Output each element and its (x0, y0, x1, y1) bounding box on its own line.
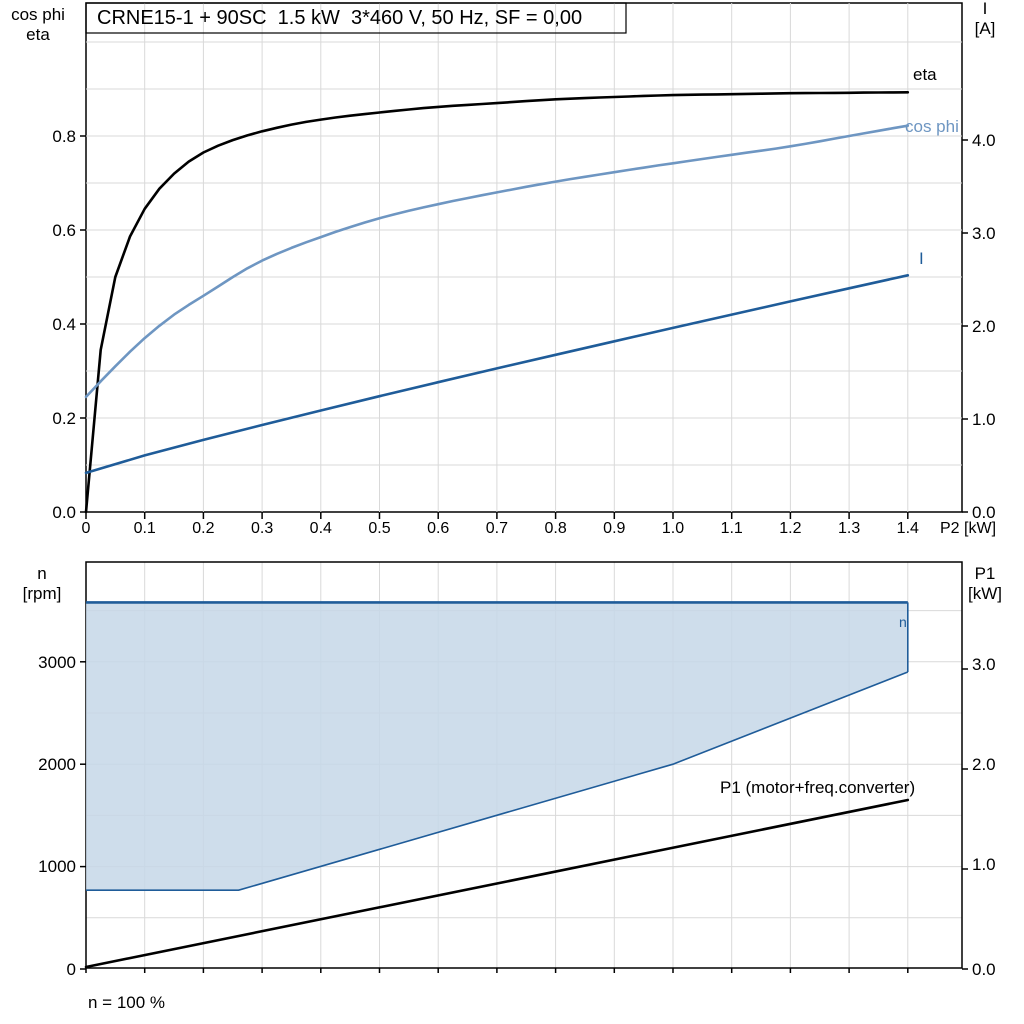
svg-text:[rpm]: [rpm] (23, 584, 62, 603)
svg-text:1.3: 1.3 (838, 520, 860, 537)
svg-text:cos phi: cos phi (11, 5, 65, 24)
svg-text:0.7: 0.7 (486, 520, 508, 537)
svg-text:0.2: 0.2 (192, 520, 214, 537)
svg-text:3000: 3000 (38, 653, 76, 672)
svg-text:1.0: 1.0 (972, 410, 996, 429)
svg-text:1.2: 1.2 (779, 520, 801, 537)
svg-text:3.0: 3.0 (972, 655, 996, 674)
svg-text:CRNE15-1 + 90SC 1.5 kW 3*460: CRNE15-1 + 90SC 1.5 kW 3*460 V, 50 Hz, S… (97, 7, 582, 29)
svg-text:0.6: 0.6 (52, 221, 76, 240)
svg-text:eta: eta (913, 65, 937, 84)
svg-text:P1: P1 (975, 564, 996, 583)
svg-text:0: 0 (82, 520, 91, 537)
svg-text:I: I (983, 0, 988, 18)
svg-text:0.1: 0.1 (134, 520, 156, 537)
svg-text:0.3: 0.3 (251, 520, 273, 537)
svg-text:0.6: 0.6 (427, 520, 449, 537)
svg-text:P2 [kW]: P2 [kW] (940, 520, 996, 537)
svg-text:n: n (899, 614, 907, 630)
svg-text:1.0: 1.0 (662, 520, 684, 537)
svg-text:0.0: 0.0 (52, 503, 76, 522)
svg-text:0.2: 0.2 (52, 409, 76, 428)
svg-text:1.4: 1.4 (897, 520, 919, 537)
svg-text:P1 (motor+freq.converter): P1 (motor+freq.converter) (720, 778, 915, 797)
svg-text:0.4: 0.4 (52, 315, 76, 334)
svg-text:4.0: 4.0 (972, 131, 996, 150)
svg-text:I: I (919, 249, 924, 268)
svg-text:cos phi: cos phi (905, 117, 959, 136)
svg-text:2.0: 2.0 (972, 317, 996, 336)
svg-text:[kW]: [kW] (968, 584, 1002, 603)
svg-text:0.8: 0.8 (544, 520, 566, 537)
svg-text:0.5: 0.5 (368, 520, 390, 537)
svg-text:0.0: 0.0 (972, 960, 996, 979)
svg-text:0.4: 0.4 (310, 520, 332, 537)
svg-text:eta: eta (26, 25, 50, 44)
svg-text:n: n (37, 564, 46, 583)
svg-text:2.0: 2.0 (972, 755, 996, 774)
svg-text:1000: 1000 (38, 857, 76, 876)
svg-text:[A]: [A] (975, 19, 996, 38)
svg-text:0.8: 0.8 (52, 127, 76, 146)
svg-text:3.0: 3.0 (972, 224, 996, 243)
svg-text:0: 0 (67, 960, 76, 979)
svg-text:1.0: 1.0 (972, 855, 996, 874)
svg-text:2000: 2000 (38, 755, 76, 774)
svg-text:n = 100 %: n = 100 % (88, 993, 165, 1012)
svg-text:0.9: 0.9 (603, 520, 625, 537)
svg-text:1.1: 1.1 (721, 520, 743, 537)
